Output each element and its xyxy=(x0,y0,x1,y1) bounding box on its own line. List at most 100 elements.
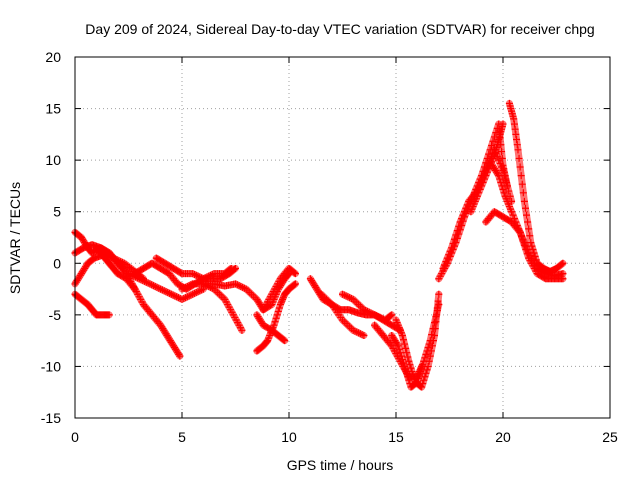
data-point xyxy=(410,374,418,382)
series-track-14 xyxy=(317,290,368,339)
data-point xyxy=(526,232,534,240)
data-point xyxy=(498,163,506,171)
data-point xyxy=(290,269,298,277)
x-tick-label: 5 xyxy=(178,429,186,445)
y-tick-label: -10 xyxy=(41,358,61,374)
data-point xyxy=(496,160,504,168)
data-point xyxy=(280,336,288,344)
data-point xyxy=(453,227,461,235)
data-point xyxy=(177,269,185,277)
data-point xyxy=(439,264,447,272)
series-track-5 xyxy=(92,244,139,293)
data-point xyxy=(273,311,281,319)
data-point xyxy=(475,189,483,197)
data-point xyxy=(386,340,394,348)
series-track-12 xyxy=(259,264,299,314)
data-point xyxy=(559,259,567,267)
data-point xyxy=(500,189,508,197)
data-point xyxy=(559,270,567,278)
y-tick-label: -15 xyxy=(41,410,61,426)
data-point xyxy=(522,242,530,250)
data-point xyxy=(448,244,456,252)
data-point xyxy=(520,197,528,205)
data-point xyxy=(498,148,506,156)
data-point xyxy=(463,201,471,209)
data-point xyxy=(433,311,441,319)
data-point xyxy=(483,168,491,176)
data-point xyxy=(408,368,416,376)
y-axis-label: SDTVAR / TECUs xyxy=(7,182,23,294)
data-point xyxy=(516,163,524,171)
data-point xyxy=(516,228,524,236)
data-point xyxy=(513,136,521,144)
x-tick-label: 10 xyxy=(281,429,297,445)
data-point xyxy=(514,146,522,154)
data-point xyxy=(508,208,516,216)
data-point xyxy=(512,218,520,226)
data-point xyxy=(270,321,278,329)
data-point xyxy=(450,235,458,243)
data-point xyxy=(509,211,517,219)
plot-data xyxy=(71,99,567,391)
data-point xyxy=(274,307,282,315)
data-point xyxy=(431,325,439,333)
data-point xyxy=(419,380,427,388)
axis-ticks: 0 5 10 15 20 25 -15 -10 -5 0 5 10 15 20 xyxy=(41,49,618,445)
data-point xyxy=(290,281,298,289)
data-point xyxy=(424,362,432,370)
data-point xyxy=(398,356,406,364)
data-point xyxy=(510,115,518,123)
data-point xyxy=(238,326,246,334)
data-point xyxy=(272,314,280,322)
chart-title: Day 209 of 2024, Sidereal Day-to-day VTE… xyxy=(85,21,594,37)
data-point xyxy=(499,185,507,193)
data-point xyxy=(479,178,487,186)
data-point xyxy=(279,294,287,302)
data-point xyxy=(521,204,529,212)
data-point xyxy=(476,185,484,193)
y-tick-label: -5 xyxy=(49,307,62,323)
data-point xyxy=(407,364,415,372)
data-point xyxy=(456,218,464,226)
data-point xyxy=(510,215,518,223)
data-point xyxy=(496,175,504,183)
data-point xyxy=(271,318,279,326)
data-point xyxy=(275,304,283,312)
series-track-18 xyxy=(392,290,443,391)
x-tick-label: 15 xyxy=(388,429,404,445)
data-point xyxy=(397,352,405,360)
data-point xyxy=(432,318,440,326)
series-track-4 xyxy=(71,290,113,319)
data-point xyxy=(482,172,490,180)
data-point xyxy=(360,331,368,339)
data-point xyxy=(435,290,443,298)
data-point xyxy=(494,170,502,178)
data-point xyxy=(105,311,113,319)
data-point xyxy=(398,331,406,339)
data-point xyxy=(405,357,413,365)
y-tick-label: 15 xyxy=(45,101,61,117)
series-track-11 xyxy=(253,311,289,345)
data-point xyxy=(446,247,454,255)
data-point xyxy=(495,156,503,164)
data-point xyxy=(442,258,450,266)
data-point xyxy=(512,130,520,138)
data-point xyxy=(291,280,299,288)
data-point xyxy=(422,369,430,377)
data-point xyxy=(455,222,463,230)
data-point xyxy=(458,215,466,223)
data-point xyxy=(291,270,299,278)
data-point xyxy=(513,141,521,149)
data-point xyxy=(511,125,519,133)
data-point xyxy=(131,285,139,293)
x-tick-label: 20 xyxy=(495,429,511,445)
data-point xyxy=(226,265,234,273)
data-point xyxy=(401,340,409,348)
data-point xyxy=(525,225,533,233)
data-point xyxy=(279,295,287,303)
data-point xyxy=(558,260,566,268)
data-point xyxy=(409,371,417,379)
data-point xyxy=(497,178,505,186)
